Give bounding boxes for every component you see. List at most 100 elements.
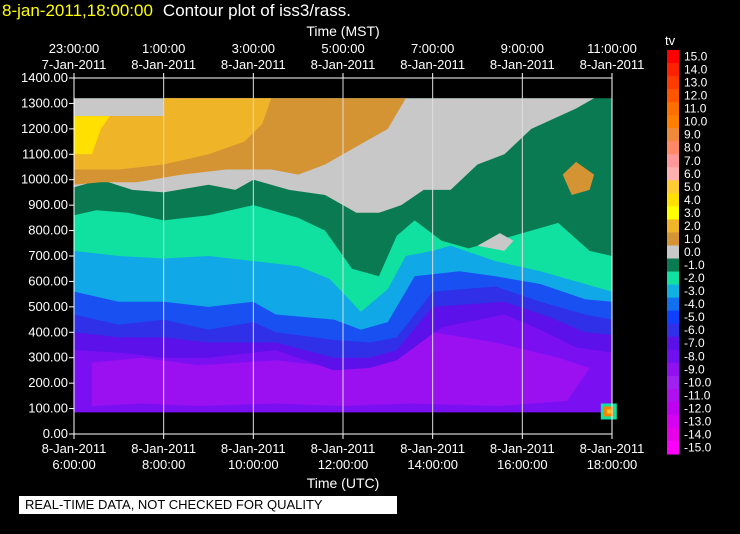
colorbar-level: -9.0	[684, 362, 705, 376]
x-tick-time: 10:00:00	[228, 457, 279, 472]
colorbar-level: -3.0	[684, 284, 705, 298]
colorbar-level: 15.0	[684, 50, 708, 64]
colorbar-level: 2.0	[684, 219, 701, 233]
colorbar-level: -13.0	[684, 414, 712, 428]
colorbar-level: 13.0	[684, 76, 708, 90]
colorbar-swatch	[667, 336, 679, 351]
colorbar-level: -10.0	[684, 375, 712, 389]
colorbar-swatch	[667, 50, 679, 64]
y-tick-label: 500.00	[28, 299, 68, 314]
colorbar-swatch	[667, 271, 679, 286]
colorbar-level: -15.0	[684, 440, 712, 454]
y-tick-label: 1200.00	[21, 121, 68, 136]
y-tick-label: 1300.00	[21, 95, 68, 110]
y-tick-label: 1000.00	[21, 172, 68, 187]
colorbar-swatch	[667, 323, 679, 338]
colorbar-swatch	[667, 310, 679, 325]
colorbar-swatch	[667, 167, 679, 181]
colorbar-swatch	[667, 115, 679, 129]
x-tick-time: 18:00:00	[587, 457, 638, 472]
x-tick-date: 8-Jan-2011	[311, 441, 376, 456]
colorbar-swatch	[667, 362, 679, 377]
y-tick-label: 600.00	[28, 273, 68, 288]
colorbar-level: 9.0	[684, 128, 701, 142]
colorbar-swatch	[667, 245, 679, 260]
colorbar-level: -4.0	[684, 297, 705, 311]
y-tick-label: 700.00	[28, 248, 68, 263]
colorbar-level: 3.0	[684, 206, 701, 220]
colorbar-level: 0.0	[684, 245, 701, 259]
title-date: 8-jan-2011,18:00:00	[2, 1, 153, 20]
y-tick-label: 0.00	[43, 426, 68, 441]
x-tick-date: 8-Jan-2011	[221, 441, 286, 456]
contour-region-13	[477, 233, 514, 251]
colorbar-level: -8.0	[684, 349, 705, 363]
top-tick-date: 8-Jan-2011	[580, 57, 645, 72]
colorbar-swatch	[667, 219, 679, 233]
colorbar-level: -6.0	[684, 323, 705, 337]
x-tick-time: 14:00:00	[407, 457, 458, 472]
colorbar-swatch	[667, 206, 679, 220]
x-tick-date: 8-Jan-2011	[580, 441, 645, 456]
top-axis-label: Time (MST)	[306, 23, 379, 39]
x-tick-time: 6:00:00	[52, 457, 95, 472]
colorbar-swatch	[667, 76, 679, 90]
colorbar-level: 10.0	[684, 115, 708, 129]
quality-disclaimer: REAL-TIME DATA, NOT CHECKED FOR QUALITY	[19, 496, 397, 514]
colorbar-label: tv	[665, 33, 676, 48]
colorbar-swatch	[667, 427, 679, 442]
top-tick-time: 1:00:00	[142, 41, 185, 56]
colorbar-swatch	[667, 440, 679, 455]
colorbar-swatch	[667, 284, 679, 299]
colorbar-swatch	[667, 401, 679, 416]
x-tick-time: 8:00:00	[142, 457, 185, 472]
y-tick-label: 100.00	[28, 401, 68, 416]
top-tick-time: 11:00:00	[587, 41, 637, 56]
x-tick-date: 8-Jan-2011	[131, 441, 196, 456]
colorbar-level: 8.0	[684, 141, 701, 155]
y-tick-label: 200.00	[28, 375, 68, 390]
colorbar-level: -14.0	[684, 427, 712, 441]
top-tick-date: 8-Jan-2011	[311, 57, 376, 72]
colorbar-swatch	[667, 388, 679, 403]
x-tick-time: 12:00:00	[318, 457, 369, 472]
x-axis-label: Time (UTC)	[307, 475, 380, 491]
colorbar-level: -12.0	[684, 401, 712, 415]
colorbar-swatch	[667, 128, 679, 142]
y-tick-label: 300.00	[28, 350, 68, 365]
colorbar-swatch	[667, 180, 679, 194]
colorbar-swatch	[667, 141, 679, 155]
y-tick-label: 800.00	[28, 223, 68, 238]
y-tick-label: 400.00	[28, 324, 68, 339]
top-tick-date: 8-Jan-2011	[221, 57, 286, 72]
hotspot-core	[606, 409, 611, 414]
colorbar-level: 7.0	[684, 154, 701, 168]
colorbar-swatch	[667, 258, 679, 273]
colorbar-swatch	[667, 232, 679, 246]
colorbar-swatch	[667, 414, 679, 429]
top-tick-date: 8-Jan-2011	[400, 57, 465, 72]
colorbar-level: -5.0	[684, 310, 705, 324]
top-tick-date: 8-Jan-2011	[131, 57, 196, 72]
contour-region-11	[74, 116, 110, 155]
colorbar-swatch	[667, 89, 679, 103]
top-tick-time: 23:00:00	[49, 41, 100, 56]
colorbar-level: -2.0	[684, 271, 705, 285]
top-tick-date: 7-Jan-2011	[42, 57, 107, 72]
colorbar-swatch	[667, 297, 679, 312]
x-tick-date: 8-Jan-2011	[400, 441, 465, 456]
top-tick-time: 7:00:00	[411, 41, 454, 56]
title-text: Contour plot of iss3/rass.	[162, 1, 351, 20]
colorbar-level: 12.0	[684, 89, 708, 103]
top-tick-date: 8-Jan-2011	[490, 57, 555, 72]
y-tick-label: 1400.00	[21, 70, 68, 85]
contour-region-10	[74, 98, 272, 170]
top-tick-time: 3:00:00	[232, 41, 275, 56]
colorbar-swatch	[667, 154, 679, 168]
colorbar-level: 14.0	[684, 63, 708, 77]
x-tick-date: 8-Jan-2011	[490, 441, 555, 456]
colorbar-swatch	[667, 102, 679, 116]
chart-title: 8-jan-2011,18:00:00 Contour plot of iss3/…	[2, 1, 351, 21]
colorbar-level: -11.0	[684, 388, 711, 402]
